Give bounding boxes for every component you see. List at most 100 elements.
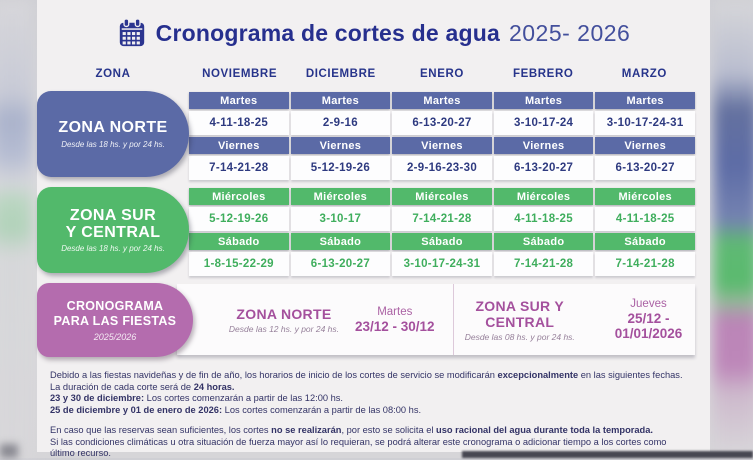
footnotes: Debido a las fiestas navideñas y de fin … xyxy=(50,370,690,460)
dates-cell: 2-9-16-23-30 xyxy=(392,156,492,180)
note-text: , por esto se solicita el xyxy=(341,425,437,436)
table-header-row: ZONA NOVIEMBRE DICIEMBRE ENERO FEBRERO MARZO xyxy=(37,68,695,80)
day-header-cell: Viernes xyxy=(189,137,289,154)
fiesta-date-range: 25/12 - 01/01/2026 xyxy=(614,311,683,341)
day-header-cell: Viernes xyxy=(595,137,695,154)
dates-cell: 4-11-18-25 xyxy=(493,207,594,231)
day-header-cell: Sábado xyxy=(290,233,391,250)
month-header: NOVIEMBRE xyxy=(202,68,278,80)
footnote-block-general: En caso que las reservas sean suficiente… xyxy=(50,425,690,460)
photo-artifact-bottom-left xyxy=(0,444,18,458)
fiesta-date-range: 23/12 - 30/12 xyxy=(355,318,435,334)
day-header-row: Sábado Sábado Sábado Sábado Sábado xyxy=(189,233,695,250)
dates-cell: 6-13-20-27 xyxy=(595,156,695,180)
page-header: Cronograma de cortes de agua 2025- 2026 xyxy=(37,0,710,51)
dates-cell: 3-10-17 xyxy=(290,207,391,231)
zones-table: Martes Martes Martes Martes Martes 4-11-18-25… xyxy=(37,91,710,276)
dates-cell: 5-12-19-26 xyxy=(290,156,391,180)
note-text: La duración de cada corte será de xyxy=(50,381,194,392)
dates-cell: 3-10-17-24-31 xyxy=(392,252,492,276)
fiestas-pill: CRONOGRAMA PARA LAS FIESTAS 2025/2026 xyxy=(37,283,193,357)
fiesta-zone-group: ZONA SUR Y CENTRAL Desde las 08 hs. y por… xyxy=(454,298,587,342)
photo-bleed-left xyxy=(0,0,32,458)
day-header-cell: Viernes xyxy=(493,137,594,154)
day-header-cell: Martes xyxy=(595,92,695,109)
zone-subtitle: Desde las 18 hs. y por 24 hs. xyxy=(61,139,165,149)
note-text: Los cortes comenzarán a partir de las 12… xyxy=(144,393,344,404)
day-header-cell: Miércoles xyxy=(189,188,289,205)
note-text: 24 horas. xyxy=(193,381,235,392)
dates-cell: 7-14-21-28 xyxy=(392,207,492,231)
dates-cell: 4-11-18-25 xyxy=(189,111,289,135)
fiesta-zone-subtitle: Desde las 12 hs. y por 24 hs. xyxy=(228,323,339,334)
note-line: En caso que las reservas sean suficiente… xyxy=(50,425,690,437)
note-text: excepcionalmente xyxy=(497,370,579,380)
day-header-cell: Sábado xyxy=(392,233,492,250)
dates-row: 5-12-19-26 3-10-17 7-14-21-28 4-11-18-25 4-1… xyxy=(189,207,695,231)
note-line: Si las condiciones climáticas u otra sit… xyxy=(50,437,690,460)
zone-pill-norte: ZONA NORTE Desde las 18 hs. y por 24 hs. xyxy=(37,91,189,177)
note-text: Si las condiciones climáticas u otra sit… xyxy=(50,436,667,459)
zone-pill-sur-central: ZONA SUR Y CENTRAL Desde las 18 hs. y por … xyxy=(37,187,189,273)
fiestas-pill-title-line1: CRONOGRAMA xyxy=(66,298,164,313)
photo-bleed-right xyxy=(713,0,753,458)
dates-row: 1-8-15-22-29 6-13-20-27 3-10-17-24-31 7-14-… xyxy=(189,252,695,276)
note-line: 23 y 30 de diciembre: Los cortes comenza… xyxy=(50,393,690,405)
fiesta-date-group: Martes 23/12 - 30/12 xyxy=(355,306,435,334)
note-text: Los cortes comenzarán a partir de las 08… xyxy=(222,404,422,415)
note-text: 25 de diciembre y 01 de enero de 2026: xyxy=(50,404,223,415)
dates-cell: 7-14-21-28 xyxy=(493,252,594,276)
day-header-cell: Martes xyxy=(290,92,391,109)
day-header-row: Martes Martes Martes Martes Martes xyxy=(189,92,695,109)
dates-cell: 7-14-21-28 xyxy=(189,156,289,180)
dates-cell: 2-9-16 xyxy=(290,111,391,135)
note-text: uso racional del agua durante toda la te… xyxy=(436,425,653,436)
dates-cell: 6-13-20-27 xyxy=(392,111,492,135)
dates-cell: 3-10-17-24 xyxy=(493,111,594,135)
zone-column-header: ZONA xyxy=(95,68,131,80)
schedule-sheet: Cronograma de cortes de agua 2025- 2026 … xyxy=(37,0,710,458)
dates-row: 4-11-18-25 2-9-16 6-13-20-27 3-10-17-24 3-10… xyxy=(189,111,695,135)
day-header-cell: Sábado xyxy=(493,233,594,250)
note-text: 23 y 30 de diciembre: xyxy=(50,393,145,404)
zone-rows: Miércoles Miércoles Miércoles Miércoles Miér… xyxy=(189,188,695,276)
day-header-row: Miércoles Miércoles Miércoles Miércoles Miér… xyxy=(189,188,695,205)
day-header-cell: Miércoles xyxy=(290,188,391,205)
day-header-cell: Sábado xyxy=(595,233,695,250)
day-header-cell: Viernes xyxy=(392,137,492,154)
month-header: DICIEMBRE xyxy=(305,68,376,80)
note-line: La duración de cada corte será de 24 hor… xyxy=(50,382,690,394)
fiestas-panel: ZONA NORTE Desde las 12 hs. y por 24 hs. M… xyxy=(177,284,695,355)
fiesta-date-group: Jueves 25/12 - 01/01/2026 xyxy=(602,298,695,341)
zone-block-norte: Martes Martes Martes Martes Martes 4-11-18-25… xyxy=(37,91,710,180)
zone-name: ZONA SUR Y CENTRAL xyxy=(65,206,161,241)
fiesta-day: Martes xyxy=(377,305,413,318)
day-header-row: Viernes Viernes Viernes Viernes Viernes xyxy=(189,137,695,154)
zone-subtitle: Desde las 18 hs. y por 24 hs. xyxy=(61,244,165,254)
month-header: FEBRERO xyxy=(512,68,574,80)
note-text: en las siguientes fechas. xyxy=(578,370,683,380)
fiesta-zone-group: ZONA NORTE Desde las 12 hs. y por 24 hs. xyxy=(229,306,339,334)
day-header-cell: Viernes xyxy=(290,137,391,154)
note-line: Debido a las fiestas navideñas y de fin … xyxy=(50,370,690,382)
photo-artifact-bottom-right xyxy=(462,451,753,458)
page-title: Cronograma de cortes de agua xyxy=(155,19,500,46)
note-line: 25 de diciembre y 01 de enero de 2026: L… xyxy=(50,405,690,417)
note-text: no se realizarán xyxy=(271,425,342,436)
day-header-cell: Miércoles xyxy=(595,188,695,205)
dates-cell: 6-13-20-27 xyxy=(493,156,594,180)
zone-name: ZONA NORTE xyxy=(58,119,168,137)
day-header-cell: Martes xyxy=(189,92,289,109)
dates-cell: 5-12-19-26 xyxy=(189,207,289,231)
zone-rows: Martes Martes Martes Martes Martes 4-11-18-25… xyxy=(189,92,695,180)
footnote-block-holidays: Debido a las fiestas navideñas y de fin … xyxy=(50,370,690,416)
fiesta-zone-name: ZONA SUR Y CENTRAL xyxy=(475,297,565,330)
zone-block-sur-central: Miércoles Miércoles Miércoles Miércoles Miér… xyxy=(37,187,710,276)
day-header-cell: Martes xyxy=(493,92,594,109)
fiesta-zone-name: ZONA NORTE xyxy=(236,305,332,322)
month-header: ENERO xyxy=(420,68,464,80)
dates-cell: 1-8-15-22-29 xyxy=(189,252,289,276)
fiesta-zone-subtitle: Desde las 08 hs. y por 24 hs. xyxy=(464,331,575,342)
fiestas-section: ZONA NORTE Desde las 12 hs. y por 24 hs. M… xyxy=(37,283,710,357)
dates-cell: 4-11-18-25 xyxy=(595,207,695,231)
